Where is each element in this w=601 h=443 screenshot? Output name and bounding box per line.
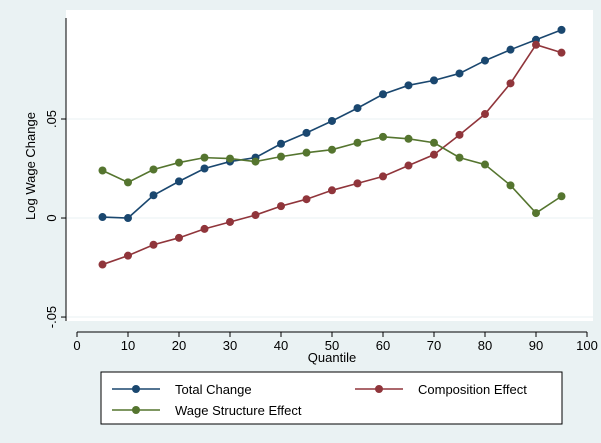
data-point [404,161,413,170]
data-point [506,79,515,88]
legend-swatch-marker [132,385,140,393]
data-point [277,202,285,211]
data-point [455,153,464,162]
data-point [532,40,540,49]
x-tick-label: 10 [121,338,135,353]
x-tick-label: 90 [529,338,543,353]
x-tick-label: 100 [576,338,598,353]
data-point [481,160,489,169]
data-point [302,195,311,204]
y-tick-label: 0 [44,214,59,221]
x-axis-title: Quantile [308,350,356,365]
series-composition-effect [98,40,566,269]
legend-box [100,371,563,425]
data-point [98,260,107,269]
data-point [251,211,260,220]
legend-swatch-marker [375,385,383,393]
y-axis-title: Log Wage Change [23,112,38,220]
data-point [532,209,540,218]
data-point [430,150,438,159]
legend-label: Total Change [175,382,252,397]
series-total-change [98,25,566,223]
data-point [379,172,387,181]
legend-swatch-marker [132,406,140,414]
data-point [328,145,336,154]
data-point [302,148,311,157]
y-tick-label: .05 [44,110,59,128]
data-point [226,154,234,163]
data-point [404,81,413,90]
x-tick-label: 80 [478,338,492,353]
data-point [98,213,107,222]
data-point [353,138,362,147]
data-point [226,217,234,226]
data-point [175,233,183,242]
data-point [175,177,183,186]
data-point [506,181,515,190]
data-point [251,157,260,166]
data-point [328,116,336,125]
x-tick-label: 50 [325,338,339,353]
data-point [455,130,464,139]
data-point [200,224,209,233]
y-tick-label: -.05 [44,306,59,328]
x-tick-label: 70 [427,338,441,353]
data-point [353,179,362,188]
data-point [379,90,387,99]
data-point [277,139,285,148]
data-point [277,152,285,161]
data-point [200,164,209,173]
data-point [506,45,515,54]
data-point [481,56,489,65]
series-wage-structure-effect [98,132,566,218]
data-point [124,178,132,187]
x-axis-ticks: 0 10 20 30 40 50 60 70 80 90 100 [73,332,598,353]
legend: Total Change Composition Effect Wage Struc… [112,382,527,418]
x-tick-label: 60 [376,338,390,353]
data-point [481,110,489,119]
data-point [98,166,107,175]
x-tick-label: 40 [274,338,288,353]
data-point [200,153,209,162]
data-point [302,128,311,137]
legend-label: Wage Structure Effect [175,403,302,418]
y-axis-ticks: -.05 0 .05 [44,110,66,328]
x-tick-label: 20 [172,338,186,353]
plot-area [66,10,593,321]
data-point [124,251,132,260]
data-point [557,192,566,201]
legend-item: Composition Effect [355,382,527,397]
data-point [379,132,387,141]
legend-label: Composition Effect [418,382,527,397]
x-tick-label: 0 [73,338,80,353]
data-point [430,76,438,85]
legend-item: Total Change [112,382,252,397]
data-point [455,69,464,78]
data-point [328,186,336,195]
data-point [557,25,566,34]
data-point [149,165,158,174]
data-point [175,158,183,167]
series-layer [98,25,566,269]
data-point [149,191,158,200]
data-point [404,134,413,143]
x-tick-label: 30 [223,338,237,353]
data-point [149,240,158,249]
data-point [430,138,438,147]
legend-item: Wage Structure Effect [112,403,302,418]
data-point [353,104,362,113]
data-point [124,214,132,223]
data-point [557,48,566,57]
